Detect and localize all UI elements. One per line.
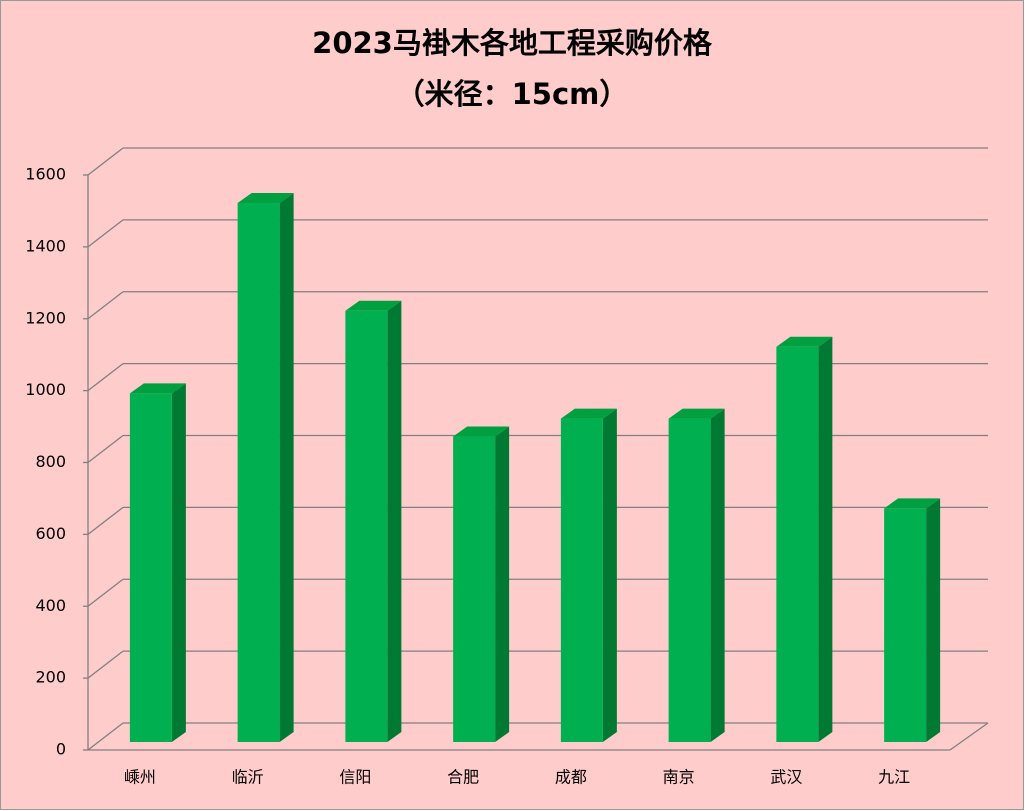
grid-diagonal: [87, 578, 124, 607]
bar-top: [668, 408, 725, 419]
y-tick-label: 800: [35, 452, 66, 471]
bar-top: [453, 426, 510, 437]
x-tick-label: 临沂: [232, 768, 264, 787]
bar-side: [495, 426, 510, 742]
x-tick-label: 成都: [555, 768, 587, 787]
y-tick-label: 0: [56, 740, 66, 759]
grid-diagonal: [87, 219, 124, 248]
bar-top: [560, 408, 617, 419]
plot-area: 0 200 400 600 800 1000 1200 1400 1600 嵊州 临沂 信阳 合肥 成都 南…: [25, 147, 989, 787]
x-tick-label: 嵊州: [124, 768, 156, 787]
grid-diagonal: [87, 434, 124, 464]
x-tick-label: 信阳: [339, 768, 371, 787]
y-tick-label: 400: [35, 596, 66, 615]
bar: [453, 436, 496, 742]
bar: [345, 310, 388, 742]
bar-top: [776, 336, 833, 347]
grid-diagonal: [87, 291, 124, 320]
bar-side: [710, 408, 725, 742]
chart-title: 2023马褂木各地工程采购价格: [312, 26, 713, 60]
bar-top: [884, 498, 941, 509]
bar: [668, 418, 711, 742]
bar-side: [926, 498, 941, 742]
grid-diagonal: [87, 363, 124, 392]
y-tick-label: 1000: [25, 380, 66, 399]
bar-side: [387, 300, 402, 742]
x-tick-label: 九江: [878, 768, 910, 787]
y-tick-label: 200: [35, 668, 66, 687]
bar: [776, 346, 819, 742]
bar-side: [171, 383, 186, 742]
y-tick-label: 1200: [25, 308, 66, 327]
y-tick-label: 1600: [25, 165, 66, 184]
grid-diagonal: [87, 506, 124, 535]
y-tick-label: 600: [35, 524, 66, 543]
x-tick-label: 南京: [663, 768, 695, 787]
x-tick-label: 武汉: [770, 768, 802, 787]
grid-diagonal: [87, 722, 124, 751]
chart-subtitle: （米径：15cm）: [396, 77, 629, 111]
y-tick-label: 1400: [25, 236, 66, 255]
bar: [129, 393, 172, 742]
bar-side: [818, 336, 833, 742]
bar-side: [279, 192, 294, 742]
grid-diagonal: [87, 650, 124, 679]
bar: [884, 508, 927, 742]
bar: [237, 202, 280, 742]
floor-edge: [949, 722, 989, 751]
grid-diagonal: [87, 147, 124, 176]
bar-top: [237, 192, 294, 203]
bar-top: [345, 300, 402, 311]
bar-top: [129, 383, 186, 394]
bar-side: [602, 408, 617, 742]
bar: [560, 418, 603, 742]
x-tick-label: 合肥: [447, 768, 479, 787]
